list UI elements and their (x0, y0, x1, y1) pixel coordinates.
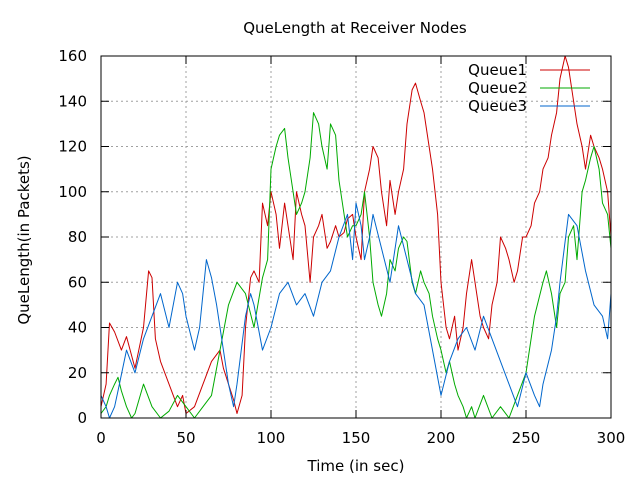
y-tick-label: 0 (77, 409, 87, 427)
y-tick-label: 160 (58, 47, 87, 65)
series-line-3 (100, 202, 612, 419)
y-tick-label: 100 (58, 183, 87, 201)
legend-label-3: Queue3 (468, 97, 527, 115)
y-tick-label: 20 (68, 364, 87, 382)
x-axis-label: Time (in sec) (307, 457, 405, 475)
y-axis-label: QueLength(in Packets) (15, 155, 33, 324)
chart-title: QueLength at Receiver Nodes (243, 19, 467, 37)
y-tick-label: 120 (58, 138, 87, 156)
x-tick-label: 100 (257, 429, 286, 447)
series-lines (100, 55, 612, 419)
legend-label-1: Queue1 (468, 61, 527, 79)
x-tick-label: 200 (427, 429, 456, 447)
x-tick-label: 150 (342, 429, 371, 447)
x-tick-label: 250 (512, 429, 541, 447)
y-tick-label: 40 (68, 319, 87, 337)
series-line-2 (100, 112, 612, 419)
ticks (100, 55, 612, 419)
y-tick-label: 140 (58, 92, 87, 110)
series-line-1 (100, 55, 612, 414)
x-tick-label: 50 (176, 429, 195, 447)
legend-label-2: Queue2 (468, 79, 527, 97)
y-tick-labels: 0 20 40 60 80 100 120 140 160 (58, 47, 87, 427)
x-tick-label: 300 (597, 429, 626, 447)
y-tick-label: 80 (68, 228, 87, 246)
y-tick-label: 60 (68, 273, 87, 291)
x-tick-labels: 0 50 100 150 200 250 300 (96, 429, 625, 447)
x-tick-label: 0 (96, 429, 106, 447)
